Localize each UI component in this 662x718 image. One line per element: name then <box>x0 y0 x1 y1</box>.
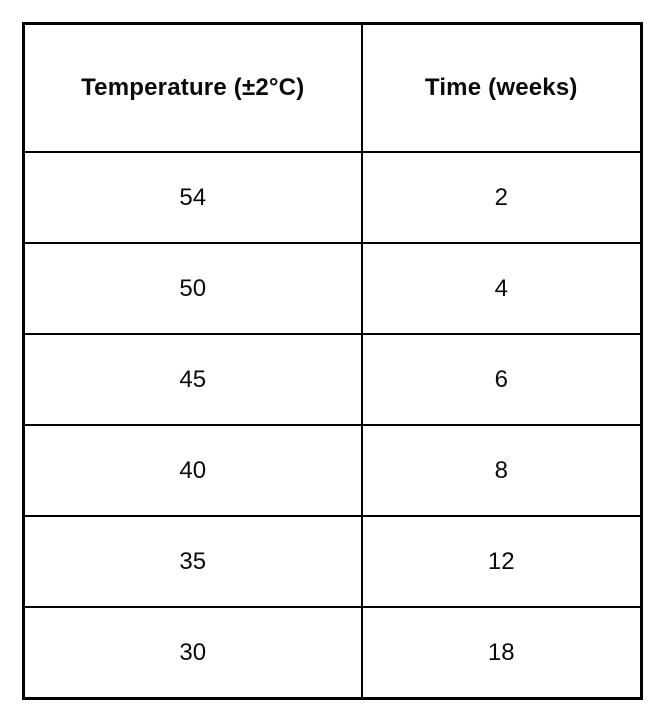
time-cell: 2 <box>360 151 643 244</box>
temperature-cell: 54 <box>22 151 363 244</box>
table-row: 54 2 <box>22 151 643 244</box>
table-row: 30 18 <box>22 606 643 700</box>
time-cell: 12 <box>360 515 643 608</box>
column-header-time: Time (weeks) <box>360 22 643 153</box>
time-cell: 4 <box>360 242 643 335</box>
time-cell: 18 <box>360 606 643 700</box>
temperature-time-table: Temperature (±2°C) Time (weeks) 54 2 50 … <box>22 22 643 700</box>
header-row: Temperature (±2°C) Time (weeks) <box>22 22 643 153</box>
table-row: 35 12 <box>22 515 643 608</box>
column-header-temperature: Temperature (±2°C) <box>22 22 363 153</box>
temperature-cell: 35 <box>22 515 363 608</box>
temperature-cell: 50 <box>22 242 363 335</box>
table-row: 45 6 <box>22 333 643 426</box>
temperature-cell: 40 <box>22 424 363 517</box>
time-cell: 6 <box>360 333 643 426</box>
table-row: 50 4 <box>22 242 643 335</box>
temperature-cell: 30 <box>22 606 363 700</box>
temperature-cell: 45 <box>22 333 363 426</box>
table-row: 40 8 <box>22 424 643 517</box>
time-cell: 8 <box>360 424 643 517</box>
